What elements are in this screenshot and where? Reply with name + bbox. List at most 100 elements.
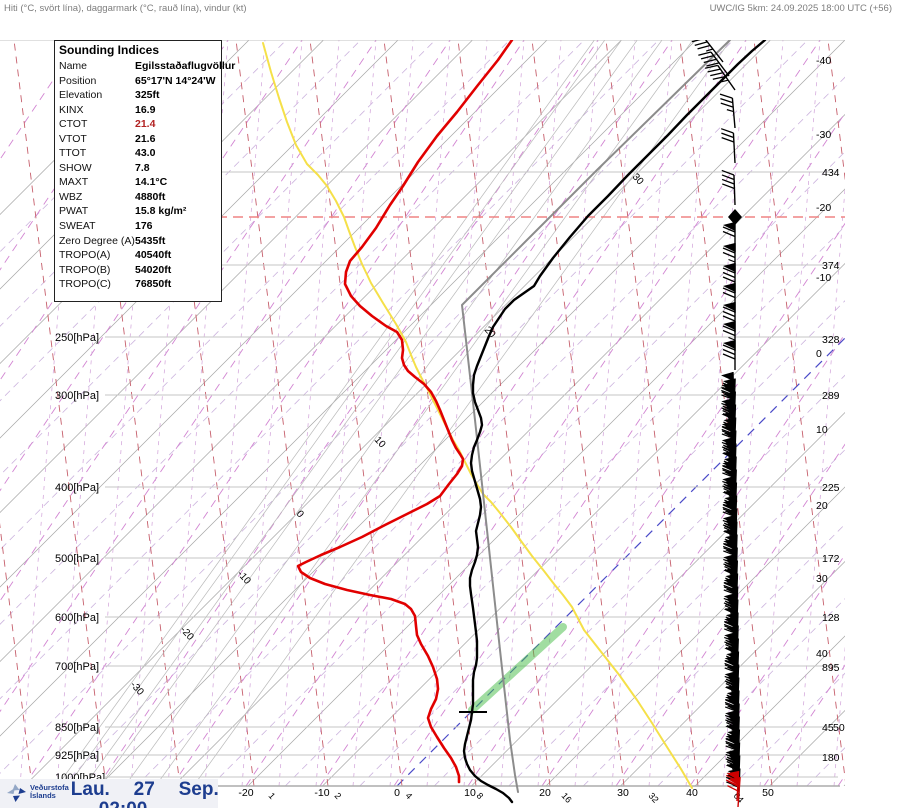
index-row-CTOT: CTOT 21.4 bbox=[59, 117, 221, 132]
temp-labels-right: -40 -30 -20 -10 0 10 20 30 40 50 bbox=[816, 55, 845, 734]
index-value: 176 bbox=[135, 220, 153, 233]
height-label: 895 bbox=[822, 662, 840, 674]
index-row-MAXT: MAXT 14.1°C bbox=[59, 175, 221, 190]
mixing-ratio-label: 32 bbox=[647, 791, 661, 805]
index-value: 14.1°C bbox=[135, 176, 168, 189]
index-row-TROPO-C-: TROPO(C) 76850ft bbox=[59, 277, 221, 292]
header-bar: Hiti (°C, svört lína), daggarmark (°C, r… bbox=[0, 0, 900, 40]
index-row-KINX: KINX 16.9 bbox=[59, 103, 221, 118]
adiabat-label: -30 bbox=[128, 680, 146, 698]
temperature-axis-label: -10 bbox=[314, 787, 329, 799]
pressure-label: 600[hPa] bbox=[55, 612, 99, 624]
wind-barb bbox=[691, 37, 724, 63]
index-value: 4880ft bbox=[135, 190, 166, 203]
index-label: Name bbox=[59, 60, 88, 72]
pressure-label: 700[hPa] bbox=[55, 661, 99, 673]
adiabat-label: 10 bbox=[372, 435, 388, 451]
index-value: 21.4 bbox=[135, 118, 156, 131]
wind-barb bbox=[698, 51, 730, 77]
date-weekday: Lau. bbox=[70, 779, 110, 800]
freezing-level-highlight bbox=[468, 623, 567, 714]
height-label: 434 bbox=[822, 167, 840, 179]
mixing-ratio-label: 4 bbox=[404, 791, 415, 801]
isotherm-exit-label: -30 bbox=[816, 129, 831, 141]
index-row-PWAT: PWAT 15.8 kg/m² bbox=[59, 204, 221, 219]
index-row-Position: Position 65°17'N 14°24'W bbox=[59, 74, 221, 89]
height-label: 328 bbox=[822, 334, 840, 346]
temperature-axis-label: 0 bbox=[394, 787, 400, 799]
mixing-ratio-labels: 1248163264 bbox=[267, 791, 746, 805]
pressure-label: 400[hPa] bbox=[55, 482, 99, 494]
pressure-gridlines bbox=[0, 39, 845, 787]
adiabat-label: -10 bbox=[235, 569, 253, 587]
index-row-SHOW: SHOW 7.8 bbox=[59, 161, 221, 176]
temperature-curve bbox=[462, 38, 767, 804]
index-label: WBZ bbox=[59, 190, 83, 203]
date-day: 27 bbox=[133, 779, 155, 800]
isotherm-exit-label: 50 bbox=[833, 722, 845, 734]
index-label: SHOW bbox=[59, 161, 92, 174]
index-label: KINX bbox=[59, 103, 84, 116]
wind-barb bbox=[722, 321, 736, 351]
wind-barb bbox=[721, 169, 736, 206]
index-label: MAXT bbox=[59, 176, 89, 189]
sounding-indices-panel: Sounding Indices Name Egilsstaðaflugvöllu… bbox=[54, 40, 235, 302]
index-row-SWEAT: SWEAT 176 bbox=[59, 219, 221, 234]
temperature-axis-label: 40 bbox=[686, 787, 698, 799]
index-value: 40540ft bbox=[135, 249, 172, 262]
index-value: 5435ft bbox=[135, 234, 166, 247]
mixing-ratio-label: 8 bbox=[475, 791, 486, 801]
height-label: 45 bbox=[822, 722, 834, 734]
index-value: 21.6 bbox=[135, 132, 156, 145]
temperature-axis-label: 50 bbox=[762, 787, 774, 799]
mixing-ratio-label: 1 bbox=[267, 791, 278, 801]
index-value: 65°17'N 14°24'W bbox=[135, 74, 216, 87]
wind-barb bbox=[722, 302, 736, 332]
valid-date: Lau. 27 Sep. 02:00 bbox=[71, 779, 219, 808]
isotherm-lines bbox=[0, 40, 845, 786]
temperature-axis-label: -20 bbox=[238, 787, 253, 799]
wind-barbs-column bbox=[691, 37, 741, 808]
indices-rows: Name Egilsstaðaflugvöllur Position 65°17'N … bbox=[59, 59, 235, 292]
index-row-TROPO-B-: TROPO(B) 54020ft bbox=[59, 263, 221, 278]
index-label: TTOT bbox=[59, 147, 87, 160]
isotherm-exit-label: -20 bbox=[816, 202, 831, 214]
index-label: VTOT bbox=[59, 132, 87, 145]
isotherm-exit-label: 40 bbox=[816, 648, 828, 660]
wind-barb bbox=[722, 340, 736, 370]
index-label: CTOT bbox=[59, 118, 88, 131]
pressure-label: 500[hPa] bbox=[55, 553, 99, 565]
mixing-ratio-label: 16 bbox=[560, 791, 574, 805]
date-time: 02:00 bbox=[99, 800, 219, 808]
reference-gray-curve bbox=[461, 39, 731, 793]
index-label: Position bbox=[59, 74, 97, 87]
adiabat-label: -20 bbox=[178, 625, 196, 643]
index-value: 43.0 bbox=[135, 147, 156, 160]
index-row-Elevation: Elevation 325ft bbox=[59, 88, 221, 103]
index-value: 15.8 kg/m² bbox=[135, 205, 187, 218]
tropopause-diamond-marker bbox=[728, 209, 742, 225]
index-label: TROPO(A) bbox=[59, 249, 111, 262]
temperature-axis-label: 30 bbox=[617, 787, 629, 799]
isotherm-exit-label: 20 bbox=[816, 500, 828, 512]
isotherm-exit-label: 30 bbox=[816, 573, 828, 585]
index-label: Zero Degree (A) bbox=[59, 234, 135, 247]
date-box: Veðurstofa Íslands Lau. 27 Sep. 02:00 bbox=[0, 779, 219, 808]
imo-org-name: Veðurstofa Íslands bbox=[30, 783, 69, 800]
wind-barb bbox=[719, 93, 736, 129]
chart-legend-title: Hiti (°C, svört lína), daggarmark (°C, r… bbox=[4, 3, 247, 14]
adiabat-label: 0 bbox=[294, 509, 306, 521]
index-label: TROPO(B) bbox=[59, 263, 111, 276]
index-value: 325ft bbox=[135, 89, 160, 102]
date-month: Sep. bbox=[178, 779, 219, 800]
wind-barb bbox=[720, 128, 736, 164]
temperature-axis-label: 10 bbox=[464, 787, 476, 799]
index-row-Name: Name Egilsstaðaflugvöllur bbox=[59, 59, 235, 74]
isotherm-exit-label: -40 bbox=[816, 55, 831, 67]
index-value: 7.8 bbox=[135, 161, 150, 174]
model-run-info: UWC/IG 5km: 24.09.2025 18:00 UTC (+56) bbox=[709, 3, 892, 14]
index-value: 54020ft bbox=[135, 263, 172, 276]
pressure-label: 250[hPa] bbox=[55, 332, 99, 344]
index-value: 16.9 bbox=[135, 103, 156, 116]
index-label: PWAT bbox=[59, 205, 89, 218]
